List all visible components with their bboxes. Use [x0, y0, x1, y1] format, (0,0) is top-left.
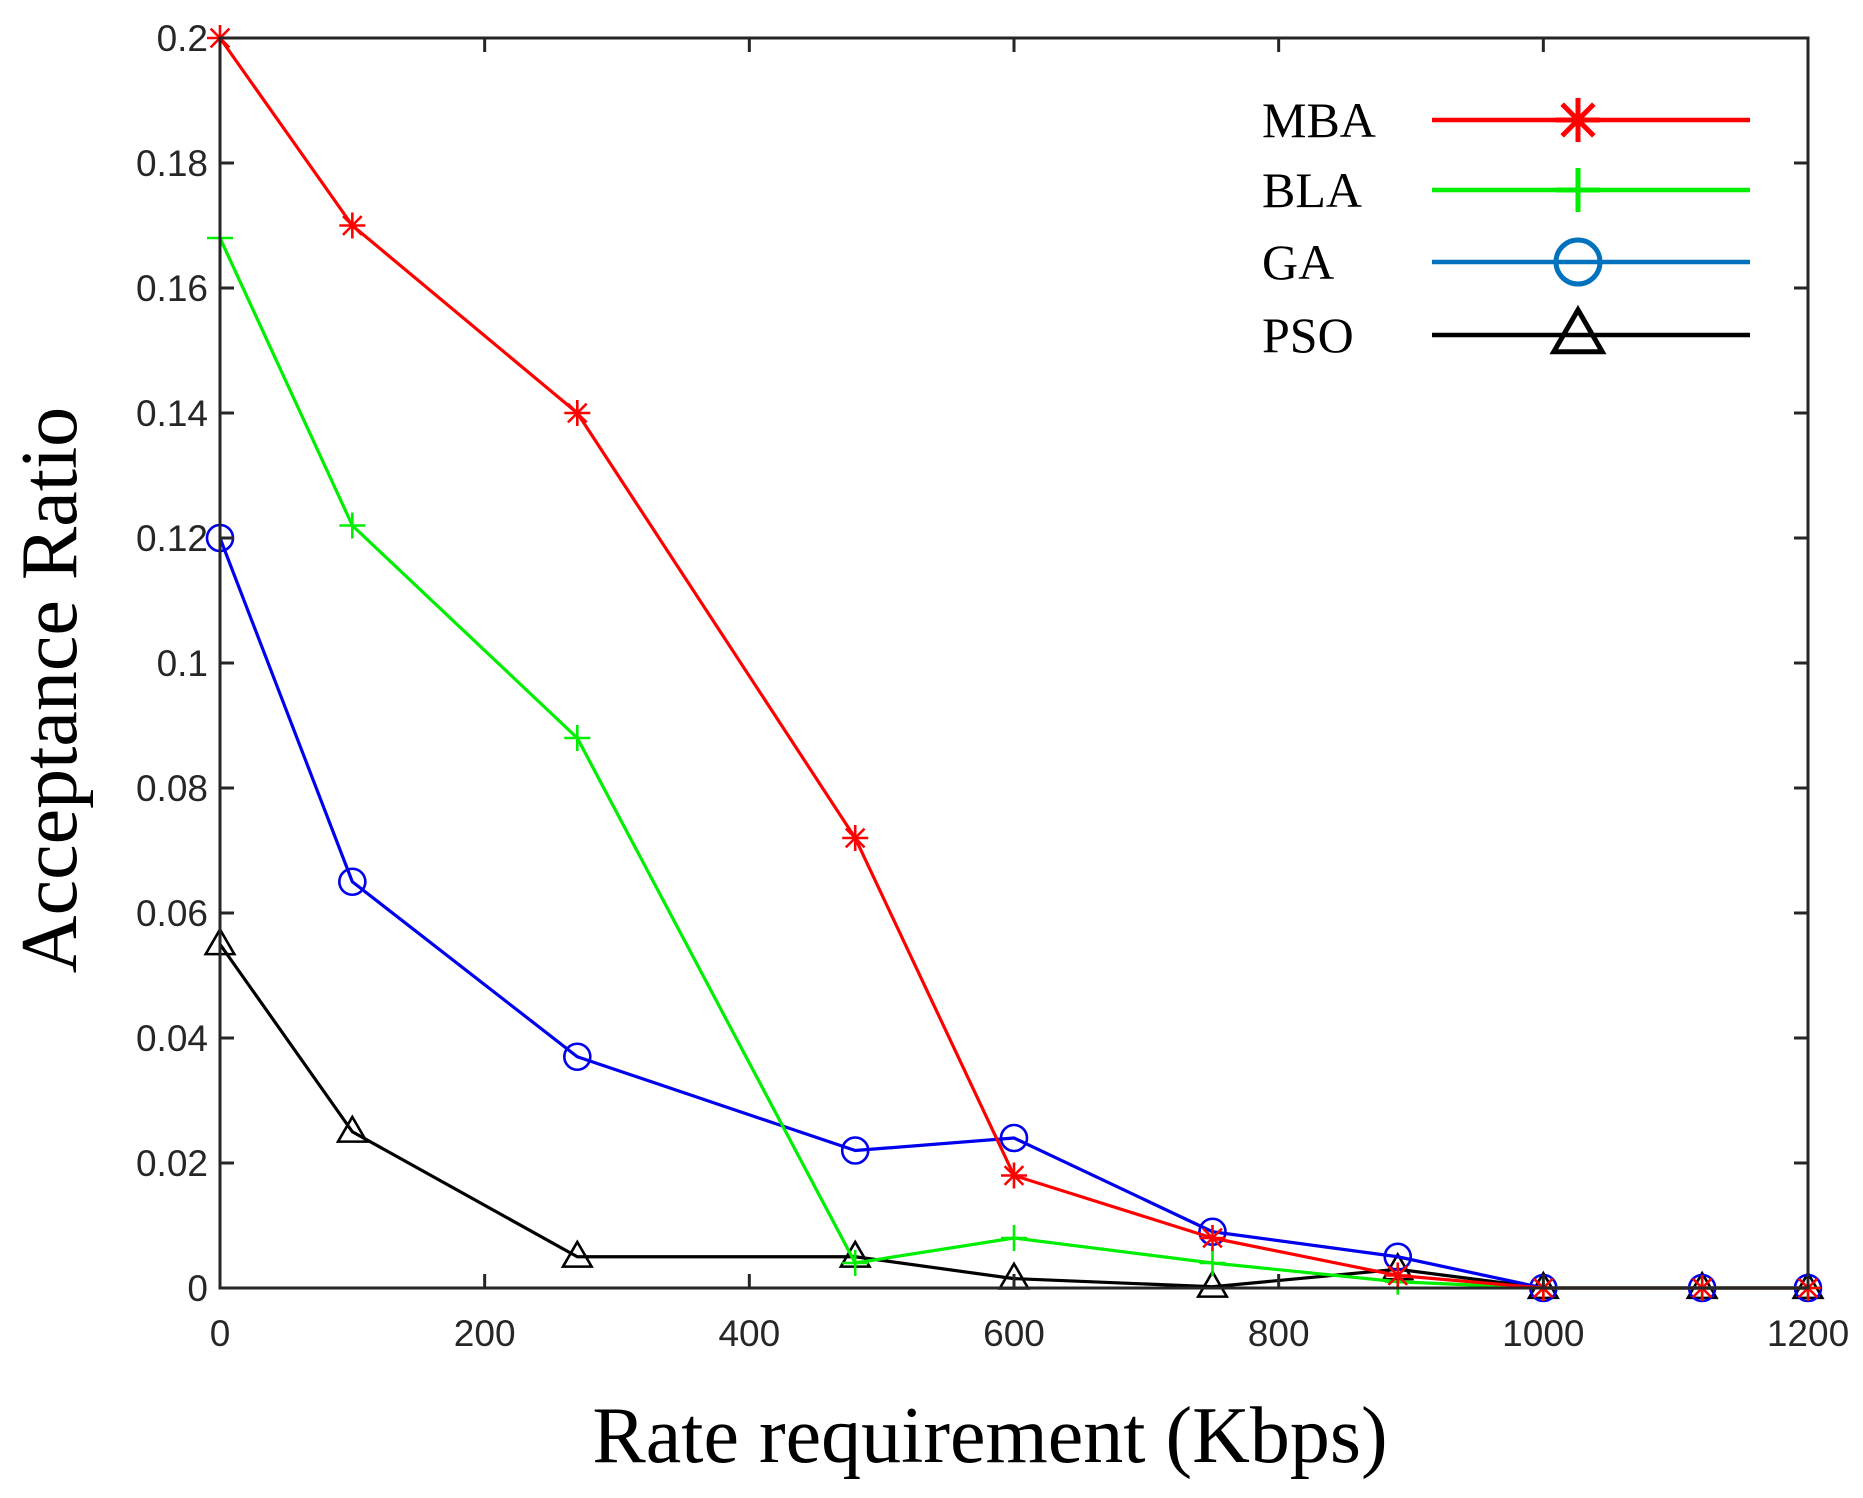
data-point-bla	[1199, 1250, 1226, 1276]
x-tick-label: 200	[454, 1313, 516, 1354]
data-point-pso-shape	[560, 1239, 594, 1268]
legend-marker-ga	[1553, 237, 1603, 287]
data-point-mba	[339, 212, 366, 239]
y-tick-label: 0.14	[136, 393, 208, 434]
series-layer	[203, 25, 1825, 1303]
data-point-bla	[564, 725, 591, 751]
data-point-mba-stroke-d2	[1202, 1227, 1223, 1249]
y-tick-label: 0.04	[136, 1018, 208, 1059]
y-tick-label: 0.08	[136, 768, 208, 809]
data-point-mba	[564, 400, 591, 426]
legend-entry-pso: PSO	[1262, 304, 1750, 363]
data-point-pso	[1195, 1269, 1230, 1298]
data-point-mba	[1384, 1262, 1411, 1289]
y-tick-label: 0.18	[136, 143, 208, 184]
data-point-ga	[840, 1136, 870, 1165]
data-point-ga-ring	[562, 1042, 592, 1072]
y-axis-title: Acceptance Ratio	[6, 407, 94, 973]
x-tick-label: 0	[210, 1313, 231, 1354]
data-point-ga-ring	[840, 1136, 870, 1165]
legend-entry-ga: GA	[1262, 234, 1750, 290]
y-tick-label: 0	[187, 1268, 208, 1309]
legend-label-bla: BLA	[1262, 162, 1362, 218]
legend-label-ga: GA	[1262, 234, 1334, 290]
y-tick-label: 0.16	[136, 268, 208, 309]
legend-marker-mba	[1556, 98, 1600, 142]
y-tick-label: 0.06	[136, 893, 208, 934]
legend-marker-ga-ring	[1553, 237, 1603, 287]
legend-marker-mba-stroke-d2	[1560, 102, 1596, 138]
data-point-pso	[560, 1239, 594, 1268]
data-point-ga	[562, 1042, 592, 1072]
data-point-mba	[842, 825, 869, 851]
y-tick-label: 0.1	[157, 643, 208, 684]
legend-entry-mba: MBA	[1262, 92, 1750, 148]
data-point-bla	[1001, 1225, 1027, 1251]
data-point-mba-stroke-d2	[844, 827, 866, 849]
data-point-ga-ring	[999, 1123, 1029, 1153]
legend-marker-pso	[1549, 304, 1607, 355]
y-tick-label: 0.2	[157, 18, 208, 59]
legend: MBA BLA GA PSO	[1262, 92, 1750, 363]
x-tick-label: 800	[1248, 1313, 1310, 1354]
plot-frame	[218, 36, 1810, 1290]
y-tick-label: 0.02	[136, 1143, 208, 1184]
series-mba	[207, 25, 1821, 1301]
data-point-mba-stroke-d2	[567, 402, 588, 424]
data-point-pso-shape	[335, 1114, 369, 1143]
data-point-mba-stroke-d2	[342, 215, 363, 236]
data-point-pso	[335, 1114, 369, 1143]
data-point-ga-ring	[338, 867, 367, 897]
data-point-ga	[999, 1123, 1029, 1153]
data-point-mba-stroke-d2	[1387, 1265, 1409, 1286]
x-tick-label: 600	[983, 1313, 1045, 1354]
x-tick-label: 400	[718, 1313, 780, 1354]
x-tick-label: 1200	[1767, 1313, 1849, 1354]
legend-entry-bla: BLA	[1262, 162, 1750, 218]
ticks-layer: 0 200 400 600 800 1000 1200 0 0.02 0.04 0.06 0.08 0.…	[136, 18, 1849, 1354]
data-point-bla	[842, 1250, 869, 1276]
y-tick-label: 0.12	[136, 518, 208, 559]
legend-marker-pso-shape	[1549, 304, 1607, 355]
data-point-mba	[1001, 1162, 1027, 1189]
legend-label-mba: MBA	[1262, 92, 1376, 148]
legend-marker-bla	[1556, 168, 1600, 212]
data-point-mba	[1199, 1225, 1226, 1251]
series-line-mba	[218, 37, 1808, 1290]
legend-label-pso: PSO	[1262, 307, 1354, 363]
x-axis-title: Rate requirement (Kbps)	[592, 1392, 1387, 1480]
data-point-pso-shape	[1195, 1269, 1230, 1298]
x-tick-label: 1000	[1502, 1313, 1584, 1354]
data-point-ga	[338, 867, 367, 897]
data-point-bla	[339, 512, 366, 539]
series-line-bla	[218, 237, 1808, 1290]
data-point-mba-stroke-d2	[1003, 1165, 1025, 1186]
